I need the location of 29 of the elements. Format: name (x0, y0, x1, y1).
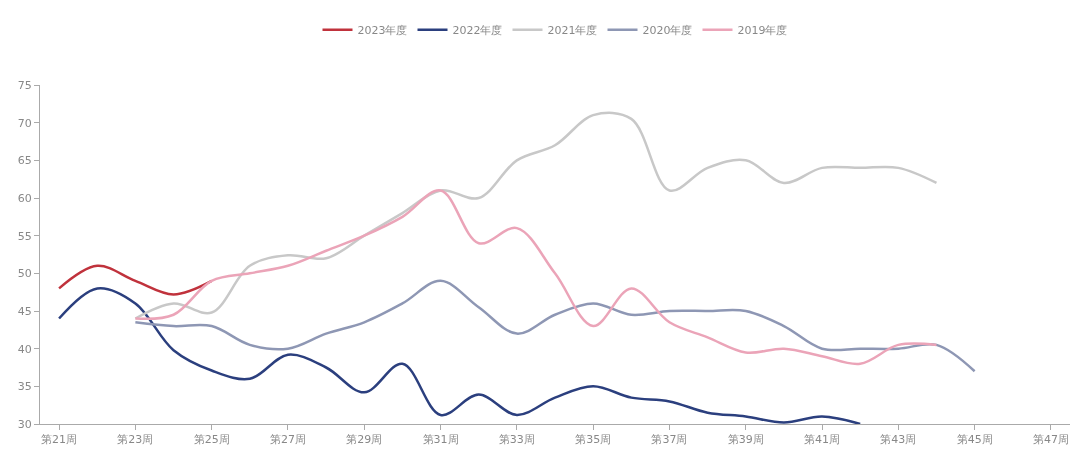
y-tick-label: 35 (17, 380, 32, 394)
y-tick-label: 65 (17, 154, 32, 168)
x-tick-label: 第45周 (956, 433, 993, 447)
x-tick-label: 第47周 (1032, 433, 1069, 447)
legend-label: 2022年度 (452, 24, 503, 38)
x-tick-label: 第23周 (117, 433, 154, 447)
y-tick-label: 50 (17, 267, 32, 281)
y-tick-label: 55 (17, 229, 32, 243)
y-tick-label: 75 (17, 78, 32, 92)
legend-label: 2019年度 (737, 24, 788, 38)
x-tick-label: 第25周 (193, 433, 230, 447)
x-tick-label: 第21周 (41, 433, 78, 447)
legend-label: 2020年度 (642, 24, 693, 38)
legend-label: 2021年度 (547, 24, 598, 38)
x-tick-label: 第37周 (651, 433, 688, 447)
x-tick-label: 第27周 (269, 433, 306, 447)
y-tick-label: 60 (17, 191, 32, 205)
x-tick-label: 第41周 (804, 433, 841, 447)
x-tick-label: 第33周 (498, 433, 535, 447)
x-tick-label: 第31周 (422, 433, 459, 447)
y-tick-label: 30 (17, 417, 32, 431)
legend-label: 2023年度 (357, 24, 408, 38)
x-tick-label: 第43周 (880, 433, 917, 447)
y-tick-label: 70 (17, 116, 32, 130)
x-tick-label: 第29周 (346, 433, 383, 447)
x-tick-label: 第35周 (575, 433, 612, 447)
x-tick-label: 第39周 (727, 433, 764, 447)
y-tick-label: 45 (17, 304, 32, 318)
y-tick-label: 40 (17, 342, 32, 356)
